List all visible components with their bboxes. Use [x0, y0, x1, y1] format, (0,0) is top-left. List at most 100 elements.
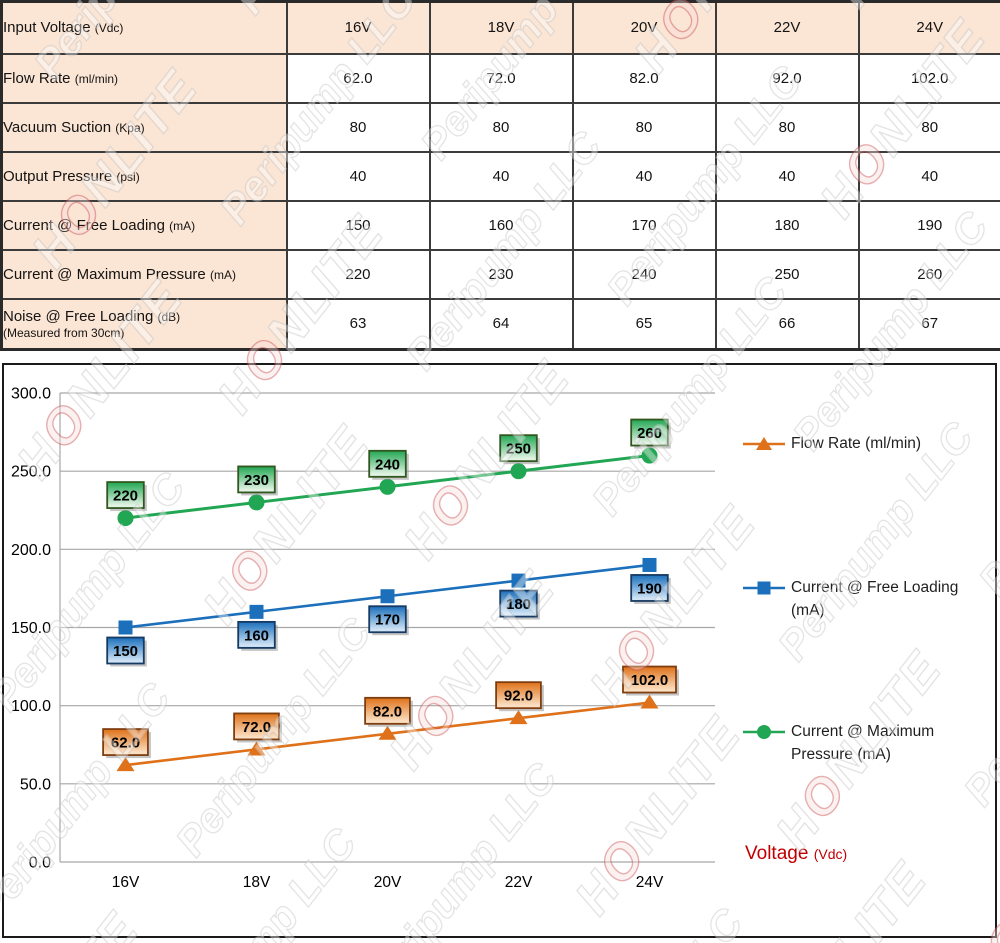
spec-value-cell: 40 — [428, 150, 574, 202]
spec-value-cell: 62.0 — [285, 52, 431, 104]
legend-circle-marker-icon — [743, 725, 785, 739]
spec-row: Current @ Free Loading (mA) 150 160 170 180 1… — [0, 199, 1000, 251]
voltage-column-header: 20V — [571, 0, 717, 55]
spec-value-cell: 80 — [857, 101, 1000, 153]
data-labels: 62.0 72.0 82.0 92.0 102.0 — [102, 665, 679, 759]
legend-square-marker-icon — [743, 581, 785, 595]
y-tick-label: 150.0 — [11, 620, 51, 637]
y-tick-label: 300.0 — [11, 386, 51, 403]
x-axis-title-text: Voltage — [745, 843, 809, 864]
legend-item: Flow Rate (ml/min) — [743, 432, 921, 455]
y-tick-label: 0.0 — [29, 855, 51, 872]
row-unit: (psi) — [116, 169, 140, 184]
row-label: Current @ Maximum Pressure — [3, 265, 210, 283]
spec-value-cell: 63 — [285, 297, 431, 351]
data-point-label: 240 — [375, 456, 400, 473]
y-axis-tick-labels: 0.0 50.0 100.0 150.0 200.0 250.0 300.0 — [11, 386, 51, 872]
legend-triangle-marker-icon — [743, 437, 785, 450]
spec-value-cell: 82.0 — [571, 52, 717, 104]
spec-value-cell: 260 — [857, 248, 1000, 300]
spec-value-cell: 66 — [714, 297, 860, 351]
spec-row: Noise @ Free Loading (dB) (Measured from … — [0, 297, 1000, 351]
data-point-label: 102.0 — [631, 672, 669, 689]
legend-label: Current @ Free Loading (mA) — [791, 579, 959, 620]
spec-value-cell: 80 — [428, 101, 574, 153]
data-point-label: 260 — [637, 425, 662, 442]
data-point-label: 220 — [113, 488, 138, 505]
data-point-label: 180 — [506, 596, 531, 613]
spec-value-cell: 150 — [285, 199, 431, 251]
y-tick-label: 200.0 — [11, 542, 51, 559]
row-header-cell: Flow Rate (ml/min) — [0, 52, 288, 104]
legend-label: Current @ Maximum Pressure (mA) — [791, 723, 935, 764]
row-label: Input Voltage — [3, 19, 91, 37]
y-tick-label: 250.0 — [11, 464, 51, 481]
row-unit: (ml/min) — [74, 71, 119, 86]
line-chart: 0.0 50.0 100.0 150.0 200.0 250.0 300.0 16V 18V 20… — [11, 386, 715, 891]
series-square: 150 160 170 180 190 — [106, 557, 671, 667]
data-point-label: 190 — [637, 580, 662, 597]
series-triangle: 62.0 72.0 82.0 92.0 102.0 — [102, 665, 679, 772]
data-labels: 220 230 240 250 260 — [106, 418, 671, 512]
row-header-cell: Current @ Free Loading (mA) — [0, 199, 288, 251]
spec-value-cell: 170 — [571, 199, 717, 251]
voltage-column-header: 16V — [285, 0, 431, 55]
spec-value-cell: 230 — [428, 248, 574, 300]
data-point-label: 160 — [244, 627, 269, 644]
x-tick-label: 18V — [243, 874, 271, 891]
row-unit: (mA) — [169, 218, 196, 233]
spec-value-cell: 40 — [857, 150, 1000, 202]
spec-value-cell: 160 — [428, 199, 574, 251]
spec-value-cell: 64 — [428, 297, 574, 351]
voltage-column-header: 22V — [714, 0, 860, 55]
spec-row: Vacuum Suction (Kpa) 80 80 80 80 80 — [0, 101, 1000, 153]
spec-value-cell: 67 — [857, 297, 1000, 351]
row-unit: (Vdc) — [94, 21, 124, 36]
voltage-column-header: 18V — [428, 0, 574, 55]
row-header-cell: Output Pressure (psi) — [0, 150, 288, 202]
data-point-label: 170 — [375, 612, 400, 629]
table-header-row: Input Voltage (Vdc) 16V 18V 20V 22V 24V — [0, 0, 1000, 55]
row-header-cell: Current @ Maximum Pressure (mA) — [0, 248, 288, 300]
data-point-label: 92.0 — [504, 688, 533, 705]
row-label: Output Pressure — [3, 167, 117, 185]
spec-value-cell: 80 — [285, 101, 431, 153]
row-label: Vacuum Suction — [3, 118, 116, 136]
spec-value-cell: 80 — [714, 101, 860, 153]
row-label: Flow Rate — [3, 69, 75, 87]
spec-value-cell: 40 — [571, 150, 717, 202]
data-point-label: 72.0 — [242, 719, 271, 736]
spec-value-cell: 65 — [571, 297, 717, 351]
row-header-cell: Vacuum Suction (Kpa) — [0, 101, 288, 153]
row-label: Noise @ Free Loading — [3, 307, 158, 325]
spec-value-cell: 220 — [285, 248, 431, 300]
chart-panel: 0.0 50.0 100.0 150.0 200.0 250.0 300.0 16V 18V 20… — [2, 363, 997, 938]
data-point-label: 250 — [506, 441, 531, 458]
x-axis-title: Voltage (Vdc) — [745, 843, 847, 865]
data-point-label: 82.0 — [373, 703, 402, 720]
data-point-label: 62.0 — [111, 735, 140, 752]
row-header-cell: Noise @ Free Loading (dB) (Measured from … — [0, 297, 288, 351]
series-circle: 220 230 240 250 260 — [106, 418, 671, 527]
spec-value-cell: 250 — [714, 248, 860, 300]
row-unit: (mA) — [209, 267, 236, 282]
spec-table-body: Flow Rate (ml/min) 62.0 72.0 82.0 92.0 102.0 V… — [0, 52, 1000, 351]
spec-value-cell: 80 — [571, 101, 717, 153]
x-tick-label: 16V — [112, 874, 140, 891]
row-note: (Measured from 30cm) — [3, 325, 125, 340]
spec-row: Output Pressure (psi) 40 40 40 40 40 — [0, 150, 1000, 202]
chart-legend: Flow Rate (ml/min) Current @ Free Loading… — [743, 365, 991, 936]
row-unit: (Kpa) — [115, 120, 145, 135]
circle-marker-icon — [117, 447, 658, 527]
legend-item: Current @ Maximum Pressure (mA) — [743, 720, 991, 767]
row-label: Current @ Free Loading — [3, 216, 170, 234]
data-point-label: 150 — [113, 643, 138, 660]
x-tick-label: 24V — [636, 874, 664, 891]
x-tick-label: 22V — [505, 874, 533, 891]
spec-value-cell: 92.0 — [714, 52, 860, 104]
voltage-column-header: 24V — [857, 0, 1000, 55]
x-tick-label: 20V — [374, 874, 402, 891]
spec-row: Current @ Maximum Pressure (mA) 220 230 240… — [0, 248, 1000, 300]
data-labels: 150 160 170 180 190 — [106, 574, 671, 667]
